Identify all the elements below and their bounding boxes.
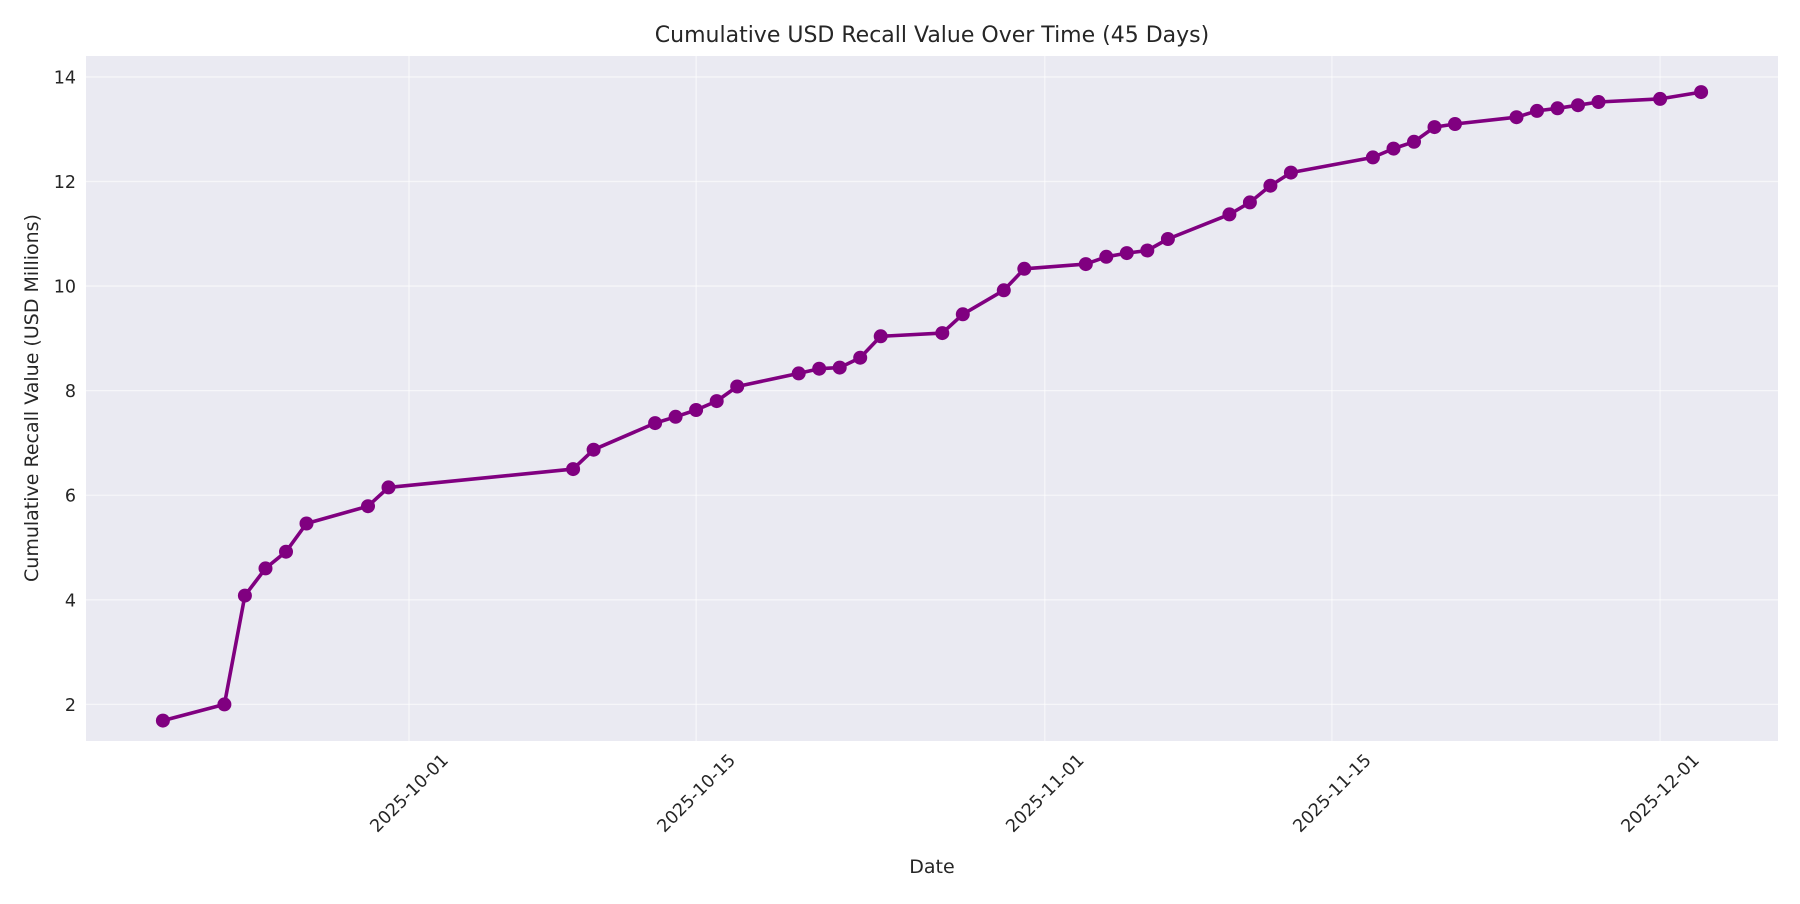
data-point-marker <box>873 329 888 344</box>
gridlines <box>86 56 1778 741</box>
plot-area <box>86 56 1778 741</box>
y-axis-ticks: 2 4 6 8 10 12 14 <box>54 68 76 715</box>
y-tick-label: 2 <box>65 696 76 716</box>
data-point-marker <box>1550 101 1565 116</box>
data-point-marker <box>730 379 745 394</box>
data-point-marker <box>1263 178 1278 193</box>
data-point-marker <box>1509 110 1524 125</box>
data-point-marker <box>853 350 868 365</box>
data-point-marker <box>1222 207 1237 222</box>
data-point-marker <box>1099 249 1114 264</box>
data-point-marker <box>668 409 683 424</box>
data-point-marker <box>258 561 273 576</box>
data-point-marker <box>1448 117 1462 131</box>
data-point-marker <box>955 307 970 322</box>
x-tick-label: 2025-10-01 <box>367 751 453 837</box>
x-tick: 2025-10-01 <box>367 751 453 837</box>
x-tick-label: 2025-11-15 <box>1290 751 1376 837</box>
x-tick-label: 2025-12-01 <box>1618 751 1704 837</box>
data-point-marker <box>381 480 396 495</box>
data-point-marker <box>1591 95 1606 109</box>
y-tick-label: 8 <box>65 382 76 402</box>
y-tick-label: 6 <box>65 487 76 507</box>
data-point-marker <box>689 403 704 417</box>
data-point-marker <box>1407 134 1421 149</box>
x-axis-ticks: 2025-10-01 2025-10-15 2025-11-01 2025-11-15… <box>367 751 1704 837</box>
data-point-marker <box>1140 243 1155 258</box>
data-point-marker <box>1078 257 1093 272</box>
data-point-marker <box>812 361 827 376</box>
x-tick: 2025-12-01 <box>1618 751 1704 837</box>
y-tick-label: 12 <box>54 173 76 193</box>
x-tick-label: 2025-11-01 <box>1002 751 1088 837</box>
data-point-marker <box>1119 246 1134 261</box>
y-tick-label: 4 <box>65 591 76 611</box>
data-point-marker <box>709 394 724 409</box>
y-tick-label: 14 <box>54 68 76 88</box>
data-point-marker <box>1283 165 1298 180</box>
data-point-marker <box>299 516 314 531</box>
data-point-marker <box>1694 85 1709 100</box>
data-point-marker <box>361 499 375 514</box>
data-point-marker <box>566 462 581 477</box>
data-point-marker <box>1653 91 1668 106</box>
data-point-marker <box>996 283 1011 298</box>
data-point-marker <box>586 442 601 457</box>
data-point-marker <box>279 544 293 559</box>
data-point-marker <box>791 366 806 381</box>
x-axis-label: Date <box>909 856 954 878</box>
data-point-marker <box>832 360 847 375</box>
data-point-marker <box>217 697 232 712</box>
x-tick: 2025-11-01 <box>1002 751 1088 837</box>
y-axis-label: Cumulative Recall Value (USD Millions) <box>21 214 43 582</box>
data-point-marker <box>1160 232 1175 246</box>
data-point-marker <box>1571 98 1585 113</box>
data-point-marker <box>1242 195 1257 210</box>
data-point-marker <box>1365 150 1380 165</box>
data-point-marker <box>155 713 170 728</box>
data-point-marker <box>935 326 950 341</box>
y-tick-label: 10 <box>54 278 76 298</box>
data-point-marker <box>237 588 252 603</box>
data-point-marker <box>1530 103 1544 118</box>
data-point-marker <box>648 416 663 431</box>
chart-title: Cumulative USD Recall Value Over Time (4… <box>655 23 1209 48</box>
data-point-marker <box>1017 261 1032 276</box>
x-tick: 2025-11-15 <box>1290 751 1376 837</box>
data-point-marker <box>1427 120 1442 135</box>
x-tick-label: 2025-10-15 <box>654 751 740 837</box>
x-tick: 2025-10-15 <box>654 751 740 837</box>
data-series <box>155 85 1709 728</box>
data-point-marker <box>1386 141 1401 156</box>
